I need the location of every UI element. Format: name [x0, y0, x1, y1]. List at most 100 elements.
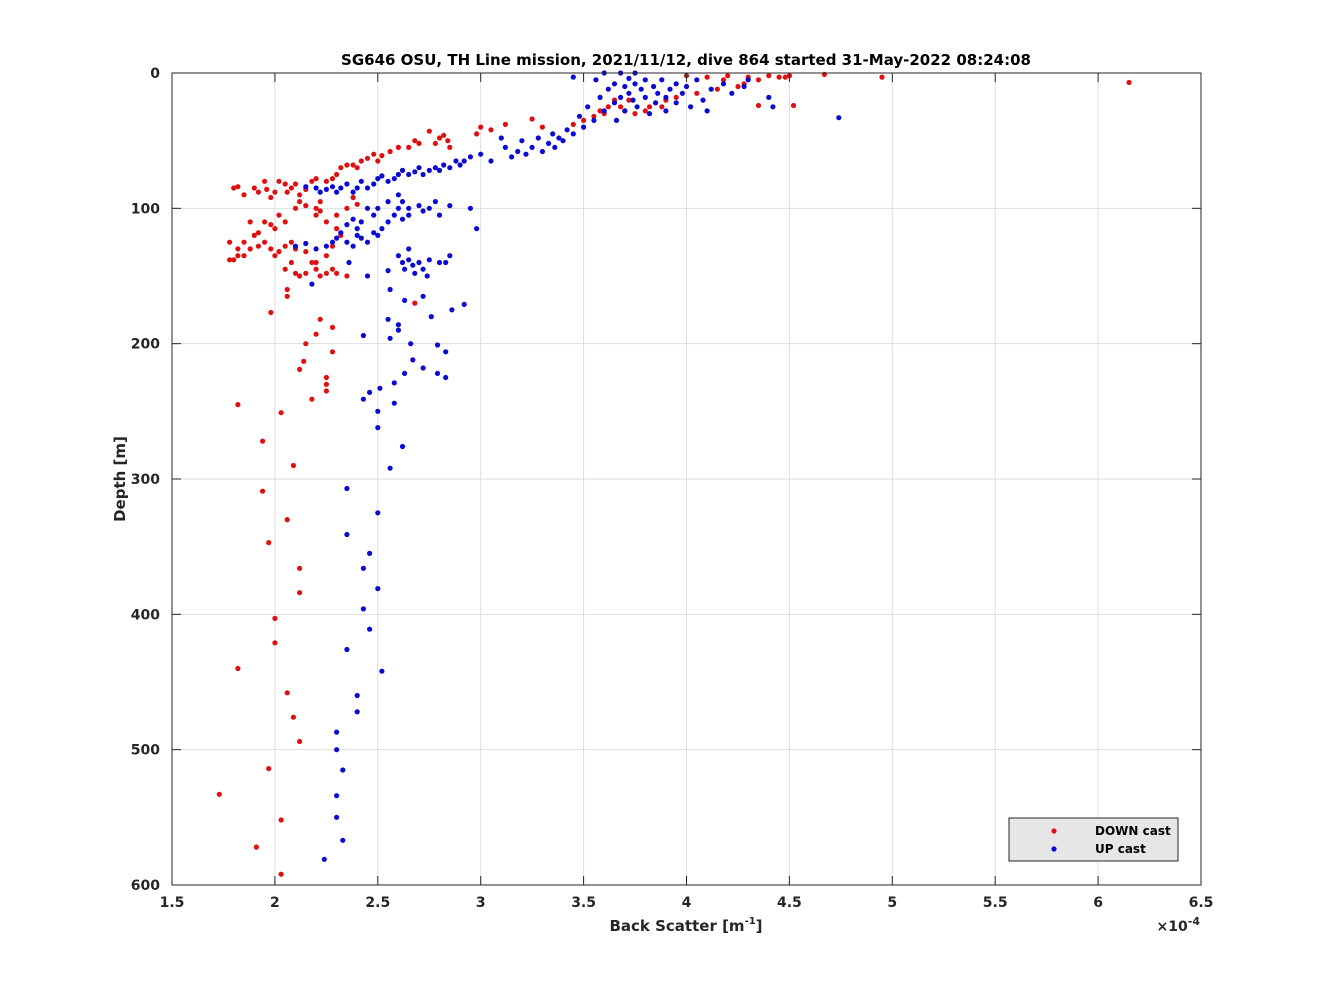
down-cast-point [262, 178, 268, 184]
down-cast-point [329, 349, 336, 355]
up-cast-point [412, 169, 418, 175]
down-cast-point [432, 140, 438, 146]
up-cast-point [344, 222, 350, 228]
x-tick-label: 2.5 [365, 895, 390, 911]
down-cast-point [317, 199, 323, 205]
down-cast-point [284, 286, 290, 293]
up-cast-point [655, 90, 661, 96]
down-cast-point [323, 381, 329, 387]
down-cast-point [251, 185, 257, 191]
up-cast-point [334, 793, 340, 799]
down-cast-point [235, 665, 241, 672]
up-cast-point [634, 104, 640, 110]
up-cast-point [399, 167, 406, 173]
up-cast-point [371, 230, 377, 236]
up-cast-point [601, 108, 607, 114]
up-cast-point [642, 77, 648, 83]
down-cast-point [241, 239, 247, 245]
up-cast-point [412, 270, 418, 276]
down-cast-point [303, 341, 309, 347]
up-cast-point [581, 124, 587, 130]
down-cast-point [350, 194, 356, 201]
down-cast-point [704, 74, 710, 80]
up-cast-point [379, 173, 385, 179]
up-cast-point [515, 148, 521, 155]
down-cast-point [597, 108, 603, 114]
down-cast-point [539, 124, 546, 130]
y-tick-label: 200 [131, 337, 160, 353]
down-cast-point [297, 366, 303, 372]
down-cast-point [334, 171, 340, 178]
down-cast-point [782, 74, 788, 80]
up-cast-point [391, 400, 397, 406]
down-cast-point [255, 243, 261, 249]
x-axis-multiplier-exp: -4 [1188, 915, 1201, 928]
down-cast-point [282, 181, 288, 187]
up-cast-point [659, 77, 665, 83]
up-cast-point [519, 138, 525, 144]
up-cast-point [354, 185, 360, 191]
up-cast-point [303, 184, 309, 190]
up-cast-point [354, 692, 360, 699]
up-cast-point [428, 314, 434, 320]
up-cast-point [375, 408, 381, 414]
up-cast-point [329, 184, 336, 190]
down-cast-point [329, 176, 336, 182]
up-cast-point [329, 239, 336, 245]
up-cast-point [704, 108, 710, 114]
up-cast-point [317, 189, 323, 195]
down-cast-point [646, 104, 653, 110]
up-cast-point [673, 100, 679, 106]
up-cast-point [346, 259, 352, 266]
up-cast-point [461, 158, 467, 164]
down-cast-point [766, 73, 772, 79]
down-cast-point [231, 185, 237, 191]
up-cast-point [344, 646, 350, 653]
up-cast-point [375, 176, 381, 182]
down-cast-point [292, 270, 299, 276]
up-cast-point [646, 111, 653, 117]
up-cast-point [700, 97, 706, 103]
up-cast-point [593, 77, 599, 83]
up-cast-point [509, 154, 515, 160]
up-cast-point [364, 205, 371, 211]
up-cast-point [585, 104, 591, 110]
up-cast-point [385, 316, 391, 322]
down-cast-point [502, 121, 508, 127]
down-cast-point [235, 402, 241, 408]
up-cast-point [618, 94, 624, 100]
up-cast-point [597, 94, 603, 100]
down-cast-point [379, 153, 385, 159]
down-cast-point [251, 232, 257, 238]
up-cast-point [387, 286, 393, 293]
down-cast-point [344, 205, 350, 211]
up-cast-point [457, 162, 463, 168]
down-cast-point [272, 226, 278, 232]
down-cast-point [266, 766, 272, 772]
up-cast-point [461, 301, 467, 307]
down-cast-point [416, 140, 422, 146]
up-cast-point [432, 165, 438, 171]
up-cast-point [323, 243, 329, 249]
up-cast-point [478, 151, 484, 157]
up-cast-point [564, 127, 570, 133]
down-cast-point [436, 135, 443, 141]
down-cast-point [323, 253, 329, 259]
down-cast-point [755, 102, 762, 109]
down-cast-point [255, 189, 261, 195]
down-cast-point [268, 309, 274, 316]
up-cast-point [708, 86, 714, 92]
up-cast-point [570, 131, 576, 137]
up-cast-point [449, 307, 455, 313]
up-cast-point [360, 332, 366, 339]
down-cast-point [278, 410, 284, 416]
up-cast-point [350, 216, 356, 222]
down-cast-point [387, 148, 393, 155]
up-cast-point [395, 322, 401, 328]
up-cast-point [385, 199, 391, 205]
down-cast-point [790, 102, 797, 109]
up-cast-point [391, 212, 397, 218]
legend: DOWN cast UP cast [1008, 817, 1179, 862]
chart-title: SG646 OSU, TH Line mission, 2021/11/12, … [341, 51, 1031, 69]
